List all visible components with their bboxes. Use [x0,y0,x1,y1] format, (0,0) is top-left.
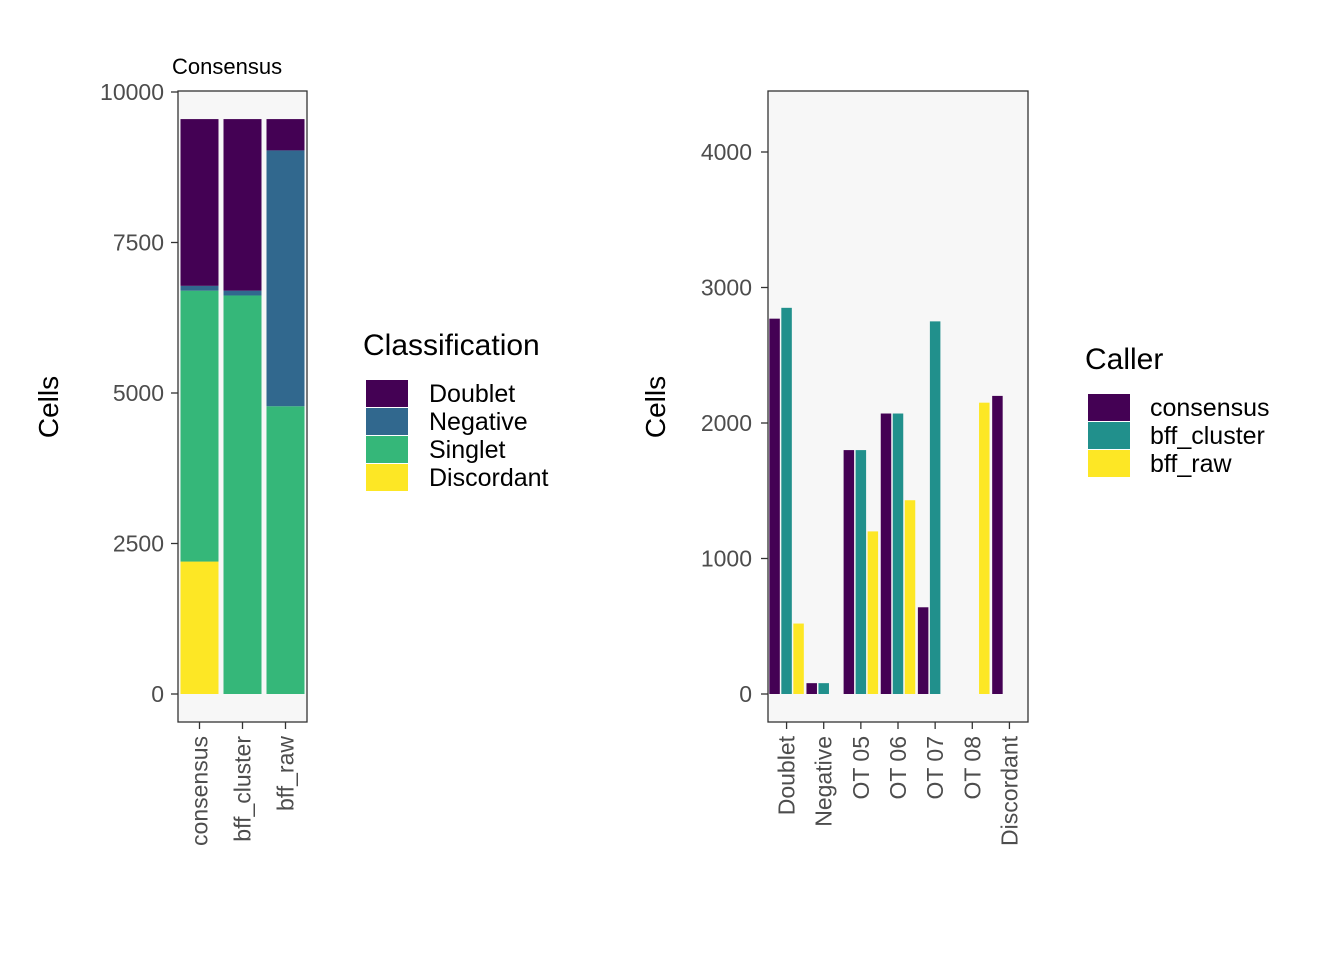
legend-key-bff_raw [1088,450,1130,477]
x-tick-label-ot-08: OT 08 [959,736,985,800]
x-tick-label-ot-07: OT 07 [922,736,948,800]
right-y-axis-title: Cells [640,376,671,438]
bar-doublet-consensus [180,119,219,286]
x-tick-label-bff_raw: bff_raw [273,736,299,811]
x-tick-label-ot-05: OT 05 [848,736,874,800]
bar-bff_raw-ot-06 [904,500,916,694]
y-tick-label-3000: 3000 [701,275,752,301]
bar-consensus-negative [806,683,817,694]
right-bars [769,307,1003,694]
legend-label-consensus: consensus [1150,394,1270,422]
bar-consensus-ot-05 [843,450,855,694]
left-legend-title: Classification [363,329,540,362]
bar-bff_cluster-doublet [781,307,792,694]
left-chart-title: Consensus [172,54,282,79]
bar-consensus-discordant [992,395,1003,694]
legend-label-singlet: Singlet [429,436,505,464]
bar-singlet-bff_cluster [223,295,262,694]
x-tick-label-discordant: Discordant [996,735,1022,846]
bar-singlet-consensus [180,290,219,562]
bar-negative-bff_raw [266,150,305,407]
legend-key-consensus [1088,394,1130,421]
bar-doublet-bff_cluster [223,119,262,291]
legend-label-negative: Negative [429,408,528,436]
legend-key-negative [366,408,408,435]
left-x-axis: consensus bff_cluster bff_raw [187,722,299,846]
y-tick-label-5000: 5000 [113,380,164,406]
left-legend: Classification DoubletNegativeSingletDis… [363,329,549,492]
bar-bff_cluster-ot-07 [929,321,941,694]
right-x-axis: Doublet Negative OT 05 OT 06 OT 07 OT 08 Disco… [774,722,1022,846]
bar-bff_raw-ot-08 [979,402,990,694]
y-tick-label-2500: 2500 [113,531,164,557]
y-tick-label-1000: 1000 [701,546,752,572]
bar-consensus-doublet [769,318,780,694]
bar-bff_cluster-negative [818,683,829,694]
x-tick-label-doublet: Doublet [774,735,800,815]
bar-discordant-consensus [180,561,219,694]
left-bars [180,119,305,694]
bar-consensus-ot-06 [880,413,892,694]
left-y-axis: 0 2500 5000 7500 10000 [100,79,178,707]
legend-key-bff_cluster [1088,422,1130,449]
right-y-axis: 0 1000 2000 3000 4000 [701,139,768,707]
y-tick-label-7500: 7500 [113,230,164,256]
right-legend-title: Caller [1085,343,1163,376]
legend-key-doublet [366,380,408,407]
legend-key-singlet [366,436,408,463]
y-tick-label-0: 0 [739,681,752,707]
bar-doublet-bff_raw [266,119,305,151]
left-y-axis-title: Cells [33,376,64,438]
bar-singlet-bff_raw [266,406,305,694]
bar-bff_cluster-ot-06 [892,413,904,694]
bar-bff_raw-ot-05 [867,531,879,694]
bar-negative-consensus [180,285,219,291]
x-tick-label-consensus: consensus [187,736,213,846]
x-tick-label-ot-06: OT 06 [885,736,911,800]
bar-negative-bff_cluster [223,290,262,296]
legend-label-bff_cluster: bff_cluster [1150,422,1265,450]
y-tick-label-2000: 2000 [701,410,752,436]
legend-key-discordant [366,464,408,491]
left-panel: Consensus 0 2500 5000 7500 10000 consensus bf… [33,54,549,846]
legend-label-bff_raw: bff_raw [1150,450,1232,478]
y-tick-label-0: 0 [151,681,164,707]
y-tick-label-10000: 10000 [100,79,164,105]
bar-consensus-ot-07 [917,607,929,694]
bar-bff_raw-doublet [793,623,804,694]
y-tick-label-4000: 4000 [701,139,752,165]
right-panel: 0 1000 2000 3000 4000 Doublet Negative OT 05 OT… [640,90,1270,846]
legend-label-discordant: Discordant [429,464,549,492]
x-tick-label-negative: Negative [811,736,837,827]
x-tick-label-bff_cluster: bff_cluster [230,736,256,842]
legend-label-doublet: Doublet [429,380,515,408]
bar-bff_cluster-ot-05 [855,450,867,694]
